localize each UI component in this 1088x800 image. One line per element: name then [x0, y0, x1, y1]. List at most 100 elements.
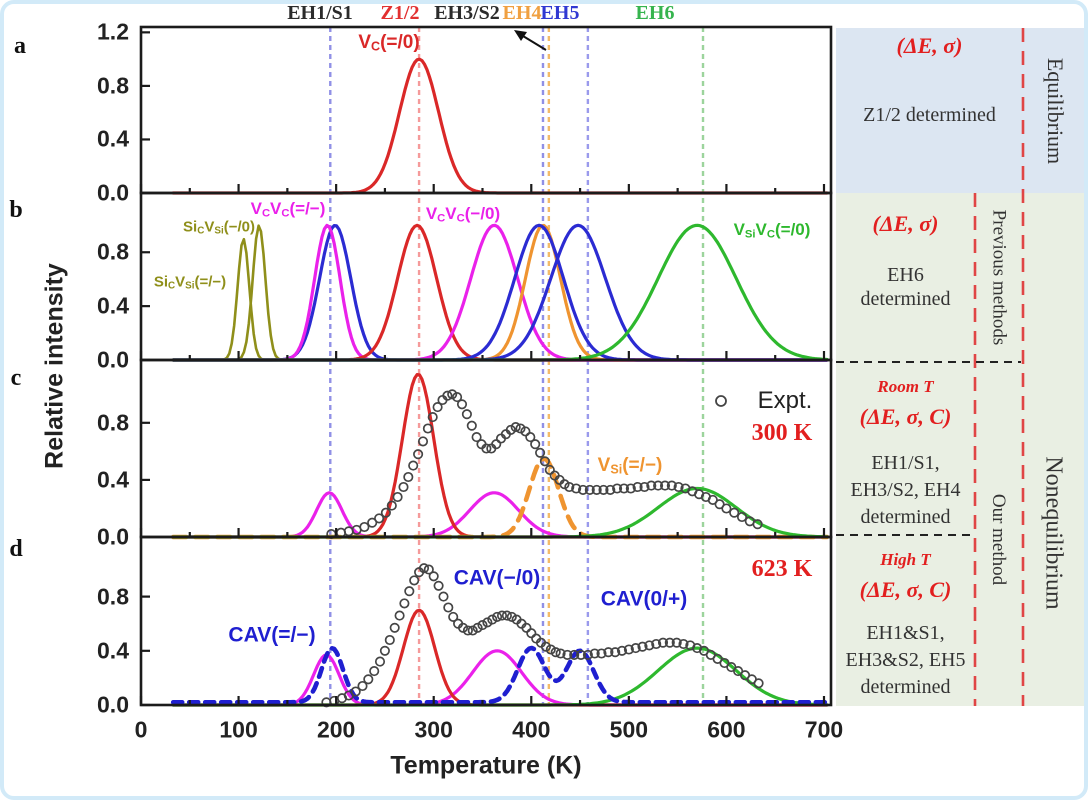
expt-point: [510, 422, 521, 433]
expt-point: [646, 480, 657, 491]
expt-point: [569, 649, 580, 660]
nonequilibrium-panel-bg: [836, 193, 1086, 706]
expt-point: [630, 643, 641, 654]
curve-SiCVSi(-/0): [171, 224, 829, 362]
expt-point: [584, 484, 595, 495]
expt-point: [736, 511, 748, 523]
expt-point: [413, 449, 424, 460]
expt-point: [598, 484, 609, 495]
curve-VSi(=/-): [170, 456, 830, 540]
expt-point: [671, 637, 682, 648]
expt-point: [343, 526, 354, 537]
expt-point: [492, 611, 503, 622]
expt-point: [589, 648, 600, 659]
expt-point: [505, 424, 516, 435]
expt-point: [369, 666, 380, 677]
expt-point: [616, 645, 628, 656]
expt-point: [433, 580, 444, 591]
expt-point: [591, 484, 602, 495]
expt-point: [477, 620, 488, 631]
expt-point: [612, 483, 623, 494]
expt-point: [423, 564, 434, 575]
expt-point: [379, 645, 390, 656]
expt-point: [530, 439, 541, 450]
expt-point: [729, 507, 740, 518]
expt-point: [562, 649, 573, 660]
expt-point: [637, 641, 648, 652]
expt-point: [462, 625, 473, 636]
expt-point: [399, 598, 410, 609]
equilibrium-panel-bg: [836, 28, 1086, 193]
expt-point: [357, 680, 368, 692]
expt-point: [428, 571, 439, 582]
expt-point: [582, 649, 593, 660]
expt-point: [550, 647, 561, 658]
expt-point: [644, 640, 655, 651]
expt-point: [653, 480, 664, 491]
expt-point: [380, 507, 391, 518]
expt-point: [466, 420, 477, 431]
expt-point: [404, 586, 415, 597]
curve-CAV-dashed: [170, 645, 830, 705]
expt-point: [350, 686, 361, 697]
expt-point: [659, 480, 671, 491]
expt-point: [461, 409, 472, 420]
expt-point: [571, 483, 582, 494]
panel-frame-c: [139, 358, 833, 539]
expt-point: [673, 481, 684, 493]
expt-point: [442, 390, 453, 401]
expt-point: [398, 481, 409, 493]
expt-point: [386, 500, 397, 511]
expt-point: [472, 622, 483, 633]
expt-point: [664, 637, 675, 648]
expt-point: [471, 432, 482, 443]
eh3s2-arrow-line: [522, 35, 547, 51]
expt-point: [496, 610, 508, 621]
curve-VC(=/0): [171, 57, 829, 195]
expt-point: [632, 481, 643, 493]
expt-point: [577, 484, 589, 495]
expt-point: [427, 412, 438, 423]
expt-point: [374, 513, 385, 524]
panel-frame-b: [139, 191, 833, 362]
expt-point: [515, 423, 526, 434]
expt-point: [452, 392, 463, 403]
expt-point: [618, 483, 630, 494]
expt-point: [359, 521, 370, 533]
expt-point: [721, 503, 732, 514]
expt-point: [651, 638, 662, 650]
expt-point: [403, 471, 414, 483]
expt-point: [603, 647, 614, 658]
expt-point: [447, 389, 458, 400]
expt-point: [457, 622, 469, 633]
expt-point: [443, 602, 454, 613]
expt-point: [564, 481, 575, 493]
curve-VCVC-magenta: [171, 491, 829, 539]
expt-point: [456, 399, 468, 410]
expt-point: [374, 656, 386, 667]
expt-point: [408, 460, 419, 471]
expt-point: [467, 625, 478, 636]
expt-point: [575, 649, 587, 660]
expt-point: [539, 456, 550, 467]
expt-point: [432, 402, 443, 413]
expt-point: [525, 432, 536, 443]
expt-point: [448, 611, 459, 622]
expt-point: [363, 674, 374, 685]
expt-point: [625, 483, 636, 494]
curve-EH6-green: [171, 646, 829, 707]
expt-point: [367, 517, 378, 528]
expt-point: [418, 563, 430, 574]
expt-point: [605, 484, 616, 495]
panel-frame-a: [139, 25, 833, 195]
expt-point: [540, 641, 551, 652]
eh3s2-arrow-head: [514, 30, 527, 41]
expt-point: [545, 644, 556, 655]
expt-point: [657, 637, 669, 648]
expt-point: [481, 443, 492, 454]
expt-point: [555, 648, 566, 659]
expt-point: [422, 423, 433, 434]
expt-point: [384, 634, 395, 646]
